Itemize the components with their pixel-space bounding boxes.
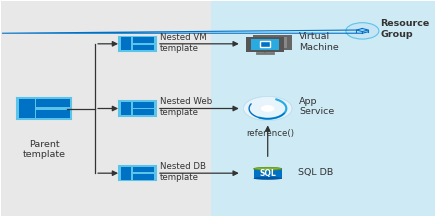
Text: Parent
template: Parent template xyxy=(23,140,65,159)
Bar xyxy=(254,169,282,179)
Bar xyxy=(133,102,154,108)
FancyBboxPatch shape xyxy=(119,166,156,180)
Bar xyxy=(121,102,131,115)
Text: App
Service: App Service xyxy=(299,97,334,117)
Bar xyxy=(19,99,35,118)
FancyBboxPatch shape xyxy=(119,101,156,116)
Circle shape xyxy=(261,105,274,112)
FancyBboxPatch shape xyxy=(119,37,156,51)
Ellipse shape xyxy=(254,167,282,170)
Ellipse shape xyxy=(254,177,282,180)
Text: SQL DB: SQL DB xyxy=(298,168,333,177)
Text: Virtual
Machine: Virtual Machine xyxy=(299,32,339,52)
Bar xyxy=(36,110,69,118)
Bar xyxy=(133,45,154,50)
Bar xyxy=(251,39,279,50)
Bar xyxy=(36,99,69,107)
FancyBboxPatch shape xyxy=(17,98,71,119)
Circle shape xyxy=(346,23,379,39)
Bar xyxy=(121,37,131,50)
Bar xyxy=(1,1,211,216)
Bar xyxy=(211,1,435,216)
Text: SQL: SQL xyxy=(259,169,276,178)
Text: reference(): reference() xyxy=(246,129,294,138)
FancyBboxPatch shape xyxy=(253,35,292,50)
Bar xyxy=(133,174,154,180)
Text: Nested Web
template: Nested Web template xyxy=(160,97,212,117)
Circle shape xyxy=(244,96,292,121)
Text: Nested VM
template: Nested VM template xyxy=(160,33,207,53)
FancyBboxPatch shape xyxy=(258,37,287,48)
Bar xyxy=(121,167,131,180)
FancyBboxPatch shape xyxy=(260,41,270,46)
Text: Nested DB
template: Nested DB template xyxy=(160,162,206,182)
Bar xyxy=(133,109,154,115)
FancyBboxPatch shape xyxy=(246,37,284,52)
Text: Resource
Group: Resource Group xyxy=(381,19,430,39)
Bar xyxy=(133,37,154,43)
Bar xyxy=(133,167,154,172)
